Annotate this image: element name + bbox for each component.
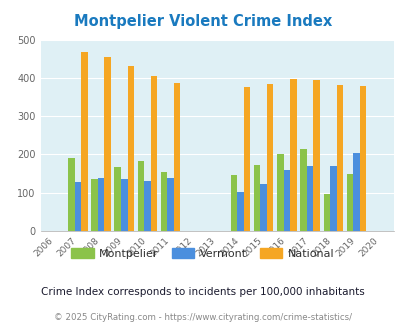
- Bar: [336, 85, 342, 231]
- Bar: [81, 52, 87, 231]
- Bar: [127, 66, 134, 231]
- Bar: [237, 192, 243, 231]
- Bar: [121, 179, 127, 231]
- Bar: [290, 79, 296, 231]
- Text: © 2025 CityRating.com - https://www.cityrating.com/crime-statistics/: © 2025 CityRating.com - https://www.city…: [54, 313, 351, 322]
- Bar: [174, 83, 180, 231]
- Bar: [137, 161, 144, 231]
- Bar: [313, 80, 319, 231]
- Bar: [260, 184, 266, 231]
- Bar: [346, 174, 352, 231]
- Bar: [230, 176, 237, 231]
- Bar: [253, 165, 260, 231]
- Bar: [323, 194, 329, 231]
- Text: Montpelier Violent Crime Index: Montpelier Violent Crime Index: [74, 14, 331, 29]
- Bar: [68, 157, 75, 231]
- Bar: [114, 167, 121, 231]
- Bar: [91, 179, 98, 231]
- Bar: [329, 166, 336, 231]
- Legend: Montpelier, Vermont, National: Montpelier, Vermont, National: [71, 248, 334, 259]
- Bar: [243, 87, 249, 231]
- Bar: [150, 76, 157, 231]
- Bar: [160, 173, 167, 231]
- Bar: [75, 182, 81, 231]
- Bar: [300, 149, 306, 231]
- Text: Crime Index corresponds to incidents per 100,000 inhabitants: Crime Index corresponds to incidents per…: [41, 287, 364, 297]
- Bar: [352, 153, 359, 231]
- Bar: [306, 166, 313, 231]
- Bar: [167, 178, 174, 231]
- Bar: [277, 154, 283, 231]
- Bar: [266, 84, 273, 231]
- Bar: [283, 170, 290, 231]
- Bar: [359, 85, 365, 231]
- Bar: [104, 57, 111, 231]
- Bar: [144, 181, 150, 231]
- Bar: [98, 178, 104, 231]
